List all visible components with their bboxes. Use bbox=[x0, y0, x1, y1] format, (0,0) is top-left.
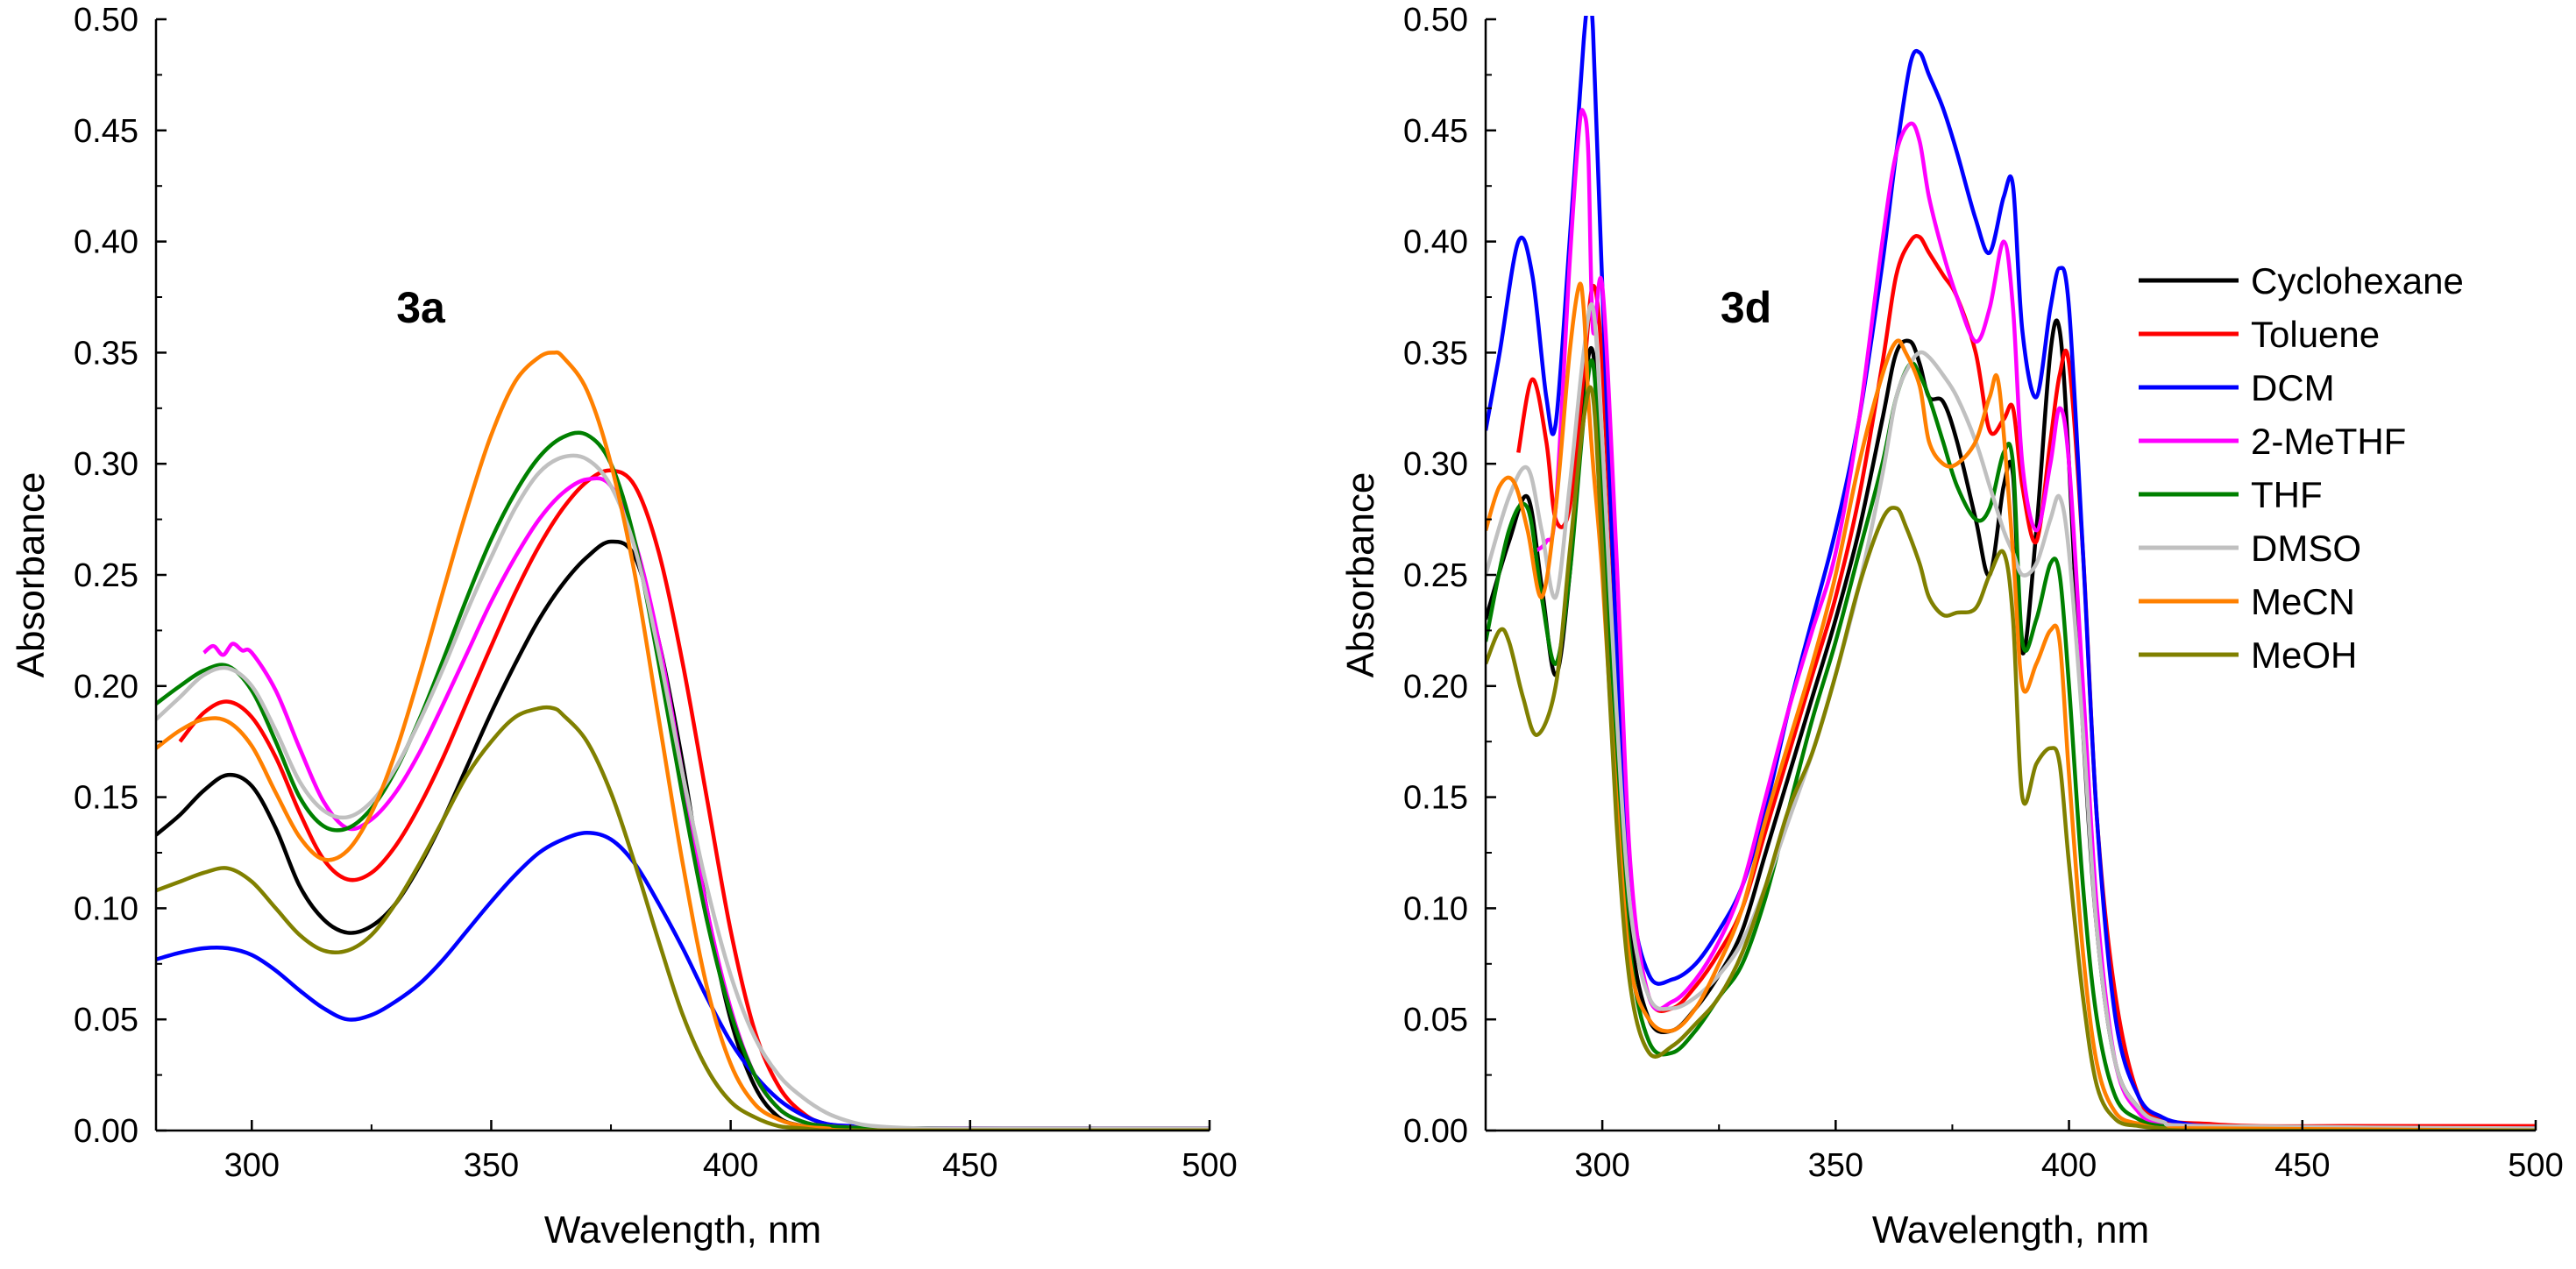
legend-label: Cyclohexane bbox=[2251, 260, 2464, 301]
series-line-toluene bbox=[178, 468, 1210, 1131]
y-tick-label: 0.00 bbox=[1403, 1113, 1468, 1150]
y-tick-label: 0.35 bbox=[1403, 335, 1468, 372]
y-tick-label: 0.45 bbox=[1403, 113, 1468, 150]
x-tick-label: 350 bbox=[1808, 1147, 1863, 1184]
series-group bbox=[1486, 16, 2536, 1131]
y-tick-label: 0.15 bbox=[74, 780, 138, 817]
y-tick-label: 0.40 bbox=[1403, 224, 1468, 261]
series-group bbox=[156, 350, 1210, 1131]
y-tick-label: 0.35 bbox=[74, 335, 138, 372]
series-line-meoh bbox=[156, 705, 1210, 1131]
y-tick-label: 0.45 bbox=[74, 113, 138, 150]
y-axis-title: Absorbance bbox=[10, 472, 53, 678]
series-line-cyclohexane bbox=[156, 539, 1210, 1131]
x-axis-title: Wavelength, nm bbox=[544, 1209, 821, 1251]
series-line-meoh bbox=[1486, 385, 2536, 1131]
x-tick-label: 400 bbox=[703, 1147, 758, 1184]
legend-label: THF bbox=[2251, 474, 2323, 515]
legend-label: MeCN bbox=[2251, 581, 2355, 622]
chart-3a: 0.00 0.05 0.10 0.15 0.20 0.25 0.30 0.35 0.40 0.45… bbox=[10, 2, 1238, 1251]
panel-label: 3a bbox=[396, 283, 446, 332]
y-tick-label: 0.50 bbox=[1403, 2, 1468, 39]
y-tick-label: 0.40 bbox=[74, 224, 138, 261]
y-tick-label: 0.05 bbox=[1403, 1002, 1468, 1039]
x-tick-label: 400 bbox=[2041, 1147, 2097, 1184]
panel-label: 3d bbox=[1721, 283, 1771, 332]
series-line-dmso bbox=[1486, 301, 2536, 1131]
y-tick-label: 0.30 bbox=[74, 446, 138, 483]
x-tick-label: 500 bbox=[1182, 1147, 1237, 1184]
y-tick-label: 0.30 bbox=[1403, 446, 1468, 483]
y-tick-label: 0.00 bbox=[74, 1113, 138, 1150]
y-tick-label: 0.25 bbox=[1403, 557, 1468, 594]
legend-label: MeOH bbox=[2251, 634, 2357, 676]
y-axis-title: Absorbance bbox=[1339, 472, 1382, 678]
legend-label: DMSO bbox=[2251, 528, 2361, 569]
series-line-mecn bbox=[156, 350, 1210, 1131]
x-tick-label: 500 bbox=[2508, 1147, 2563, 1184]
legend-label: 2-MeTHF bbox=[2251, 421, 2406, 462]
y-tick-label: 0.10 bbox=[1403, 890, 1468, 927]
series-line-thf bbox=[1486, 358, 2536, 1131]
legend: Cyclohexane Toluene DCM 2-MeTHF THF DMSO MeCN M… bbox=[2139, 260, 2464, 676]
legend-label: DCM bbox=[2251, 367, 2335, 408]
x-tick-label: 450 bbox=[942, 1147, 997, 1184]
series-line-dcm bbox=[1486, 16, 2536, 1131]
x-tick-label: 350 bbox=[464, 1147, 519, 1184]
x-axis-title: Wavelength, nm bbox=[1872, 1209, 2149, 1251]
y-tick-label: 0.25 bbox=[74, 557, 138, 594]
series-line-thf bbox=[156, 430, 1210, 1131]
series-line-mecn bbox=[1486, 281, 2536, 1131]
y-tick-label: 0.20 bbox=[1403, 669, 1468, 705]
y-tick-label: 0.50 bbox=[74, 2, 138, 39]
x-tick-label: 300 bbox=[224, 1147, 280, 1184]
series-line-dcm bbox=[156, 830, 1210, 1131]
y-tick-label: 0.15 bbox=[1403, 780, 1468, 817]
x-tick-label: 300 bbox=[1574, 1147, 1629, 1184]
series-line-dmso bbox=[156, 453, 1210, 1131]
y-tick-label: 0.05 bbox=[74, 1002, 138, 1039]
y-tick-label: 0.20 bbox=[74, 669, 138, 705]
y-tick-label: 0.10 bbox=[74, 890, 138, 927]
chart-3d: 0.00 0.05 0.10 0.15 0.20 0.25 0.30 0.35 0.40 0.45… bbox=[1339, 2, 2564, 1251]
legend-label: Toluene bbox=[2251, 314, 2380, 355]
x-tick-label: 450 bbox=[2274, 1147, 2330, 1184]
